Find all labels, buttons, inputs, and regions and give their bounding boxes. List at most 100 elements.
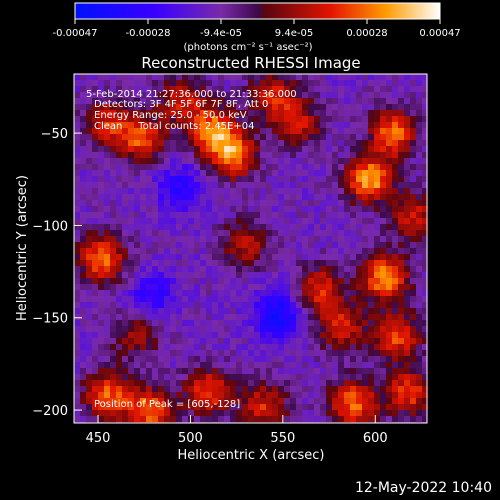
heatmap-cell <box>188 242 194 248</box>
heatmap-cell <box>212 326 218 332</box>
heatmap-cell <box>320 248 326 254</box>
heatmap-cell <box>206 260 212 266</box>
heatmap-cell <box>320 314 326 320</box>
heatmap-cell <box>74 344 80 350</box>
heatmap-cell <box>80 338 86 344</box>
heatmap-cell <box>140 386 146 392</box>
heatmap-cell <box>422 116 427 122</box>
heatmap-cell <box>338 356 344 362</box>
heatmap-cell <box>212 134 218 140</box>
heatmap-cell <box>218 386 224 392</box>
heatmap-cell <box>380 110 386 116</box>
heatmap-cell <box>254 158 260 164</box>
heatmap-cell <box>344 134 350 140</box>
heatmap-cell <box>92 368 98 374</box>
heatmap-cell <box>392 356 398 362</box>
heatmap-cell <box>146 206 152 212</box>
heatmap-cell <box>116 74 122 80</box>
heatmap-cell <box>158 92 164 98</box>
heatmap-cell <box>368 350 374 356</box>
heatmap-cell <box>290 404 296 410</box>
heatmap-cell <box>224 362 230 368</box>
heatmap-cell <box>416 266 422 272</box>
heatmap-cell <box>194 206 200 212</box>
heatmap-cell <box>284 86 290 92</box>
heatmap-cell <box>368 284 374 290</box>
heatmap-cell <box>404 170 410 176</box>
heatmap-cell <box>110 122 116 128</box>
heatmap-cell <box>206 380 212 386</box>
heatmap-cell <box>194 320 200 326</box>
heatmap-cell <box>368 200 374 206</box>
heatmap-cell <box>164 140 170 146</box>
heatmap-cell <box>104 86 110 92</box>
heatmap-cell <box>224 152 230 158</box>
heatmap-cell <box>374 284 380 290</box>
heatmap-cell <box>296 338 302 344</box>
heatmap-cell <box>380 254 386 260</box>
heatmap-cell <box>272 242 278 248</box>
heatmap-cell <box>314 308 320 314</box>
heatmap-cell <box>206 326 212 332</box>
heatmap-cell <box>104 188 110 194</box>
heatmap-cell <box>122 266 128 272</box>
heatmap-cell <box>380 260 386 266</box>
heatmap-cell <box>218 110 224 116</box>
heatmap-cell <box>188 194 194 200</box>
heatmap-cell <box>308 380 314 386</box>
heatmap-cell <box>122 356 128 362</box>
heatmap-cell <box>80 350 86 356</box>
heatmap-cell <box>314 272 320 278</box>
heatmap-cell <box>362 176 368 182</box>
heatmap-cell <box>326 296 332 302</box>
heatmap-cell <box>92 404 98 410</box>
heatmap-cell <box>380 170 386 176</box>
heatmap-cell <box>326 194 332 200</box>
heatmap-cell <box>122 284 128 290</box>
annotation-peak: Position of Peak = [605,-128] <box>94 399 240 410</box>
heatmap-cell <box>386 416 392 422</box>
heatmap-cell <box>248 392 254 398</box>
heatmap-cell <box>272 128 278 134</box>
heatmap-cell <box>134 344 140 350</box>
heatmap-cell <box>170 92 176 98</box>
heatmap-cell <box>248 254 254 260</box>
heatmap-cell <box>380 134 386 140</box>
heatmap-cell <box>254 116 260 122</box>
heatmap-cell <box>98 362 104 368</box>
heatmap-cell <box>320 74 326 80</box>
heatmap-cell <box>338 332 344 338</box>
heatmap-cell <box>224 326 230 332</box>
heatmap-cell <box>188 170 194 176</box>
heatmap-cell <box>98 260 104 266</box>
heatmap-cell <box>302 410 308 416</box>
heatmap-cell <box>92 248 98 254</box>
heatmap-cell <box>266 218 272 224</box>
heatmap-cell <box>278 350 284 356</box>
heatmap-cell <box>326 92 332 98</box>
heatmap-cell <box>314 230 320 236</box>
heatmap-cell <box>356 146 362 152</box>
heatmap-cell <box>248 290 254 296</box>
heatmap-cell <box>116 398 122 404</box>
heatmap-cell <box>362 350 368 356</box>
heatmap-cell <box>404 248 410 254</box>
heatmap-cell <box>314 326 320 332</box>
heatmap-cell <box>188 158 194 164</box>
heatmap-cell <box>242 206 248 212</box>
heatmap-cell <box>284 278 290 284</box>
heatmap-cell <box>218 140 224 146</box>
heatmap-cell <box>278 110 284 116</box>
heatmap-cell <box>272 80 278 86</box>
heatmap-cell <box>122 350 128 356</box>
heatmap-cell <box>272 302 278 308</box>
heatmap-cell <box>266 410 272 416</box>
heatmap-cell <box>296 104 302 110</box>
heatmap-cell <box>86 404 92 410</box>
heatmap-cell <box>422 194 427 200</box>
heatmap-cell <box>182 80 188 86</box>
heatmap-cell <box>266 332 272 338</box>
heatmap-cell <box>320 416 326 422</box>
heatmap-cell <box>410 266 416 272</box>
heatmap-cell <box>296 362 302 368</box>
